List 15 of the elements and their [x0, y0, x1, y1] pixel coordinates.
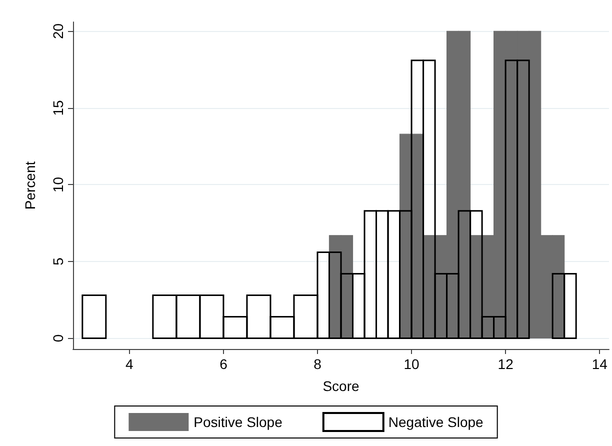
y-tick-label: 0 — [50, 334, 66, 342]
x-tick-label: 8 — [314, 356, 322, 372]
x-tick-label: 12 — [498, 356, 514, 372]
x-tick-label: 14 — [592, 356, 608, 372]
y-tick-label: 10 — [50, 176, 66, 193]
y-axis-title: Percent — [22, 161, 38, 210]
x-tick-label: 10 — [404, 356, 420, 372]
y-tick-label: 5 — [50, 257, 66, 266]
legend-label: Positive Slope — [194, 414, 283, 430]
x-tick-label: 6 — [220, 356, 228, 372]
x-axis-title: Score — [322, 378, 360, 394]
y-tick-label: 15 — [50, 100, 66, 116]
x-tick-label: 4 — [126, 356, 134, 372]
y-tick-label: 20 — [50, 23, 66, 39]
legend-label: Negative Slope — [388, 414, 484, 430]
